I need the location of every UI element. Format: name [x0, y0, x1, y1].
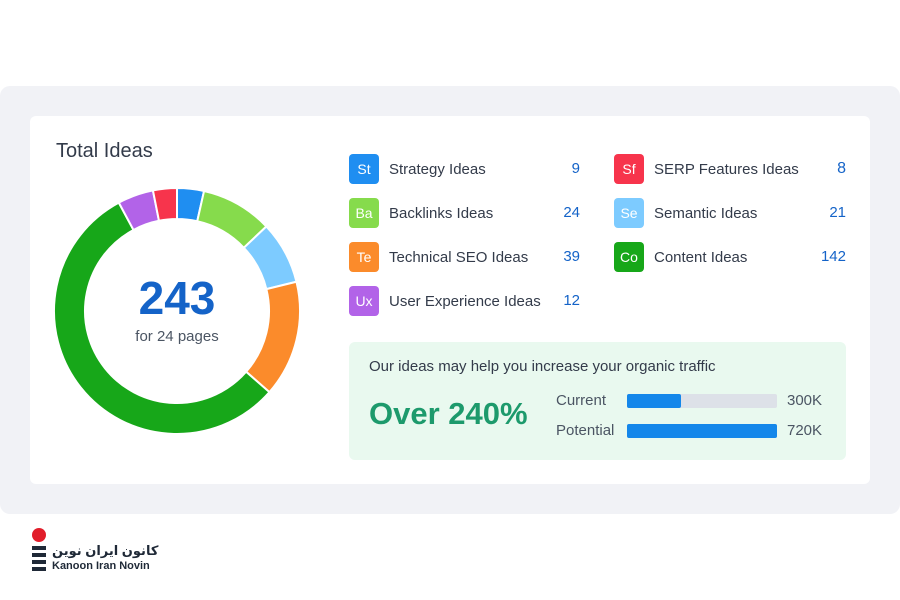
legend-label: Strategy Ideas: [389, 160, 486, 178]
donut-center: 243 for 24 pages: [54, 270, 300, 345]
legend-item-content[interactable]: Co Content Ideas: [614, 242, 747, 272]
current-bar-fill: [627, 394, 681, 408]
legend-label: SERP Features Ideas: [654, 160, 799, 178]
legend-label: Semantic Ideas: [654, 204, 758, 222]
legend-value-content[interactable]: 142: [820, 248, 846, 265]
user-experience-badge-icon: Ux: [349, 286, 379, 316]
donut-slice-serp-features-ideas[interactable]: [151, 188, 178, 222]
technical-seo-badge-icon: Te: [349, 242, 379, 272]
brand-name-persian: کانون ایران نوین: [52, 543, 159, 558]
brand-logo-icon: [32, 528, 46, 571]
legend-value-strategy[interactable]: 9: [571, 160, 580, 177]
legend-value-backlinks[interactable]: 24: [563, 204, 580, 221]
strategy-badge-icon: St: [349, 154, 379, 184]
potential-bar-fill: [627, 424, 777, 438]
card-title: Total Ideas: [56, 140, 153, 162]
legend-item-strategy[interactable]: St Strategy Ideas: [349, 154, 486, 184]
brand-name-latin: Kanoon Iran Novin: [52, 560, 150, 572]
legend-item-backlinks[interactable]: Ba Backlinks Ideas: [349, 198, 493, 228]
potential-label: Potential: [556, 422, 615, 439]
potential-bar-track: [627, 424, 777, 438]
legend-value-semantic[interactable]: 21: [829, 204, 846, 221]
current-value: 300K: [787, 392, 823, 409]
legend-value-user-experience[interactable]: 12: [563, 292, 580, 309]
legend-item-serp-features[interactable]: Sf SERP Features Ideas: [614, 154, 799, 184]
donut-slice-content-ideas[interactable]: [54, 201, 271, 434]
ideas-donut-chart: [54, 188, 300, 434]
serp-features-badge-icon: Sf: [614, 154, 644, 184]
backlinks-badge-icon: Ba: [349, 198, 379, 228]
current-label: Current: [556, 392, 607, 409]
legend-label: Technical SEO Ideas: [389, 248, 529, 266]
total-ideas-count: 243: [138, 272, 216, 324]
promo-text: Our ideas may help you increase your org…: [369, 358, 716, 375]
legend-item-technical-seo[interactable]: Te Technical SEO Ideas: [349, 242, 528, 272]
potential-value: 720K: [787, 422, 823, 439]
legend-item-semantic[interactable]: Se Semantic Ideas: [614, 198, 757, 228]
semantic-badge-icon: Se: [614, 198, 644, 228]
promo-headline: Over 240%: [369, 396, 528, 431]
legend-item-user-experience[interactable]: Ux User Experience Ideas: [349, 286, 541, 316]
legend-label: Content Ideas: [654, 248, 748, 266]
legend-label: Backlinks Ideas: [389, 204, 494, 222]
legend-value-technical-seo[interactable]: 39: [563, 248, 580, 265]
legend-value-serp-features[interactable]: 8: [837, 160, 846, 177]
current-bar-track: [627, 394, 777, 408]
total-ideas-subtitle: for 24 pages: [135, 328, 219, 345]
traffic-promo-box: Our ideas may help you increase your org…: [349, 342, 846, 460]
content-badge-icon: Co: [614, 242, 644, 272]
legend-label: User Experience Ideas: [389, 292, 541, 310]
